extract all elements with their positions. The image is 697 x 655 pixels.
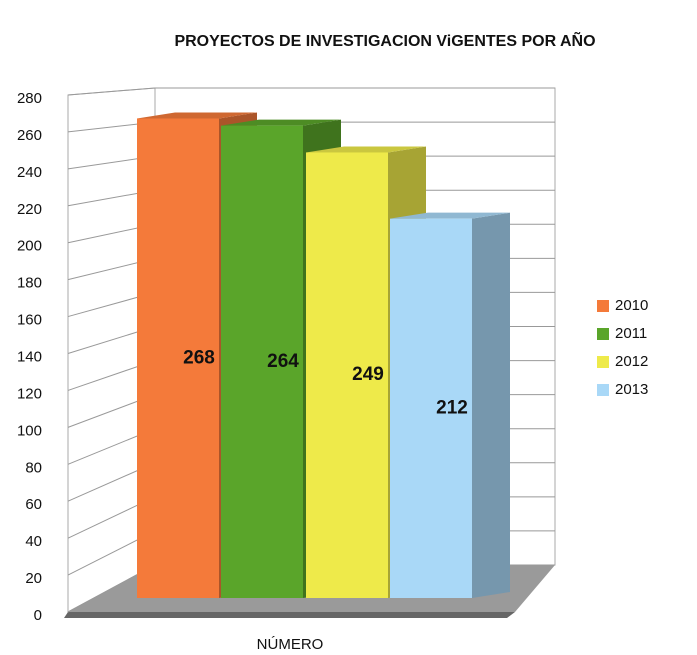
y-tick-label: 40	[25, 533, 42, 550]
bar	[221, 125, 303, 598]
bar	[306, 152, 388, 599]
y-tick-label: 220	[17, 201, 42, 218]
legend-swatch	[597, 328, 609, 340]
bar-top	[390, 212, 510, 219]
grid-line	[67, 87, 555, 96]
x-axis-label: NÚMERO	[257, 636, 324, 653]
legend-label: 2012	[615, 353, 648, 370]
data-label: 268	[183, 347, 215, 368]
y-tick-label: 200	[17, 238, 42, 255]
y-tick-label: 20	[25, 570, 42, 587]
y-tick-label: 60	[25, 496, 42, 513]
bar-side	[472, 212, 510, 598]
legend-swatch	[597, 384, 609, 396]
bar-top	[306, 146, 426, 153]
legend-label: 2011	[615, 325, 647, 342]
y-tick-label: 160	[17, 312, 42, 329]
data-label: 249	[352, 364, 384, 385]
data-label: 212	[436, 397, 468, 418]
y-tick-label: 120	[17, 385, 42, 402]
chart-title: PROYECTOS DE INVESTIGACION ViGENTES POR …	[174, 30, 595, 50]
y-tick-label: 280	[17, 90, 42, 107]
y-tick-label: 0	[34, 607, 42, 624]
legend-label: 2013	[615, 381, 648, 398]
y-tick-label: 100	[17, 422, 42, 439]
bar-top	[137, 112, 257, 119]
legend-label: 2010	[615, 297, 648, 314]
y-tick-label: 240	[17, 164, 42, 181]
y-tick-label: 260	[17, 127, 42, 144]
bar-top	[221, 119, 341, 126]
y-tick-label: 140	[17, 348, 42, 365]
y-tick-label: 80	[25, 459, 42, 476]
bar	[137, 118, 219, 598]
data-label: 264	[267, 351, 299, 372]
bar	[390, 218, 472, 598]
legend-swatch	[597, 300, 609, 312]
y-tick-label: 180	[17, 275, 42, 292]
legend-swatch	[597, 356, 609, 368]
floor-edge	[64, 612, 515, 618]
